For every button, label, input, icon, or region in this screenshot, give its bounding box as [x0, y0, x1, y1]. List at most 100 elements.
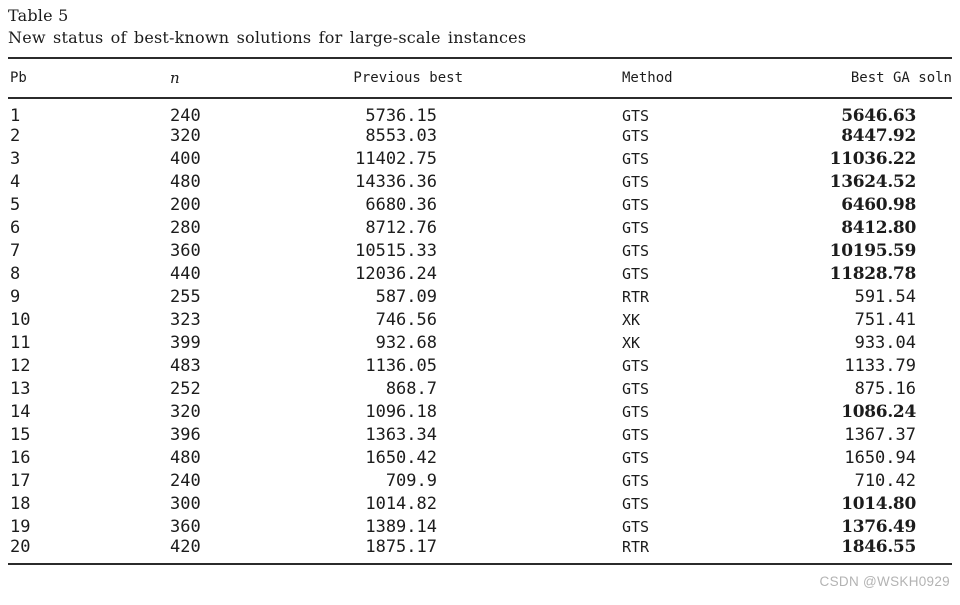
table-row: 7 360 10515.33 GTS 10195.59: [8, 240, 952, 263]
table-row: 2 320 8553.03 GTS 8447.92: [8, 125, 952, 148]
best-ga-soln-cell: 11828.78: [829, 264, 917, 284]
n-cell: 300: [170, 494, 201, 514]
method-cell: GTS: [622, 150, 650, 168]
method-cell: GTS: [622, 472, 650, 490]
column-header-n: n: [170, 58, 350, 99]
method-cell: GTS: [622, 449, 650, 467]
previous-best-cell: 868.7: [385, 379, 437, 399]
pb-cell: 18: [10, 494, 31, 514]
previous-best-cell: 1136.05: [365, 356, 437, 376]
previous-best-cell: 14336.36: [355, 172, 437, 192]
previous-best-cell: 10515.33: [355, 241, 437, 261]
method-cell: GTS: [622, 495, 650, 513]
previous-best-cell: 1096.18: [365, 402, 437, 422]
n-cell: 280: [170, 218, 201, 238]
best-ga-soln-cell: 875.16: [854, 379, 916, 399]
best-ga-soln-cell: 591.54: [854, 287, 916, 307]
previous-best-cell: 11402.75: [355, 149, 437, 169]
table-row: 1 240 5736.15 GTS 5646.63: [8, 98, 952, 125]
table-caption: New status of best-known solutions for l…: [8, 28, 527, 47]
pb-cell: 12: [10, 356, 31, 376]
table-header: Pb n Previous best Method Best GA soln: [8, 58, 952, 99]
best-ga-soln-cell: 751.41: [854, 310, 916, 330]
previous-best-cell: 8553.03: [365, 126, 437, 146]
table-row: 13 252 868.7 GTS 875.16: [8, 378, 952, 401]
pb-cell: 20: [10, 537, 31, 557]
previous-best-cell: 932.68: [375, 333, 437, 353]
csdn-watermark: CSDN @WSKH0929: [819, 574, 950, 589]
n-cell: 399: [170, 333, 201, 353]
best-ga-soln-cell: 11036.22: [829, 149, 917, 169]
column-header-method: Method: [463, 58, 763, 99]
method-cell: RTR: [622, 538, 650, 556]
best-ga-soln-cell: 1086.24: [841, 402, 916, 422]
previous-best-cell: 709.9: [385, 471, 437, 491]
method-cell: GTS: [622, 196, 650, 214]
pb-cell: 6: [10, 218, 21, 238]
table-row: 14 320 1096.18 GTS 1086.24: [8, 401, 952, 424]
method-cell: GTS: [622, 219, 650, 237]
table-row: 10 323 746.56 XK 751.41: [8, 309, 952, 332]
pb-cell: 7: [10, 241, 21, 261]
n-cell: 240: [170, 106, 201, 126]
table-row: 12 483 1136.05 GTS 1133.79: [8, 355, 952, 378]
pb-cell: 19: [10, 517, 31, 537]
n-cell: 400: [170, 149, 201, 169]
table-row: 6 280 8712.76 GTS 8412.80: [8, 217, 952, 240]
method-cell: GTS: [622, 357, 650, 375]
method-cell: GTS: [622, 242, 650, 260]
n-cell: 323: [170, 310, 201, 330]
n-cell: 252: [170, 379, 201, 399]
best-ga-soln-cell: 8412.80: [841, 218, 916, 238]
previous-best-cell: 1363.34: [365, 425, 437, 445]
column-header-pb: Pb: [8, 58, 170, 99]
n-cell: 440: [170, 264, 201, 284]
pb-cell: 2: [10, 126, 21, 146]
best-ga-soln-cell: 710.42: [854, 471, 916, 491]
method-cell: GTS: [622, 107, 650, 125]
table-row: 11 399 932.68 XK 933.04: [8, 332, 952, 355]
pb-cell: 17: [10, 471, 31, 491]
best-ga-soln-cell: 8447.92: [841, 126, 916, 146]
n-cell: 320: [170, 126, 201, 146]
previous-best-cell: 1650.42: [365, 448, 437, 468]
best-ga-soln-cell: 13624.52: [829, 172, 917, 192]
previous-best-cell: 1014.82: [365, 494, 437, 514]
n-cell: 420: [170, 537, 201, 557]
method-cell: GTS: [622, 518, 650, 536]
best-ga-soln-cell: 1846.55: [841, 537, 916, 557]
n-cell: 360: [170, 241, 201, 261]
best-ga-soln-cell: 5646.63: [841, 106, 916, 126]
pb-cell: 15: [10, 425, 31, 445]
method-cell: GTS: [622, 127, 650, 145]
method-cell: GTS: [622, 380, 650, 398]
method-cell: XK: [622, 334, 641, 352]
results-table: Pb n Previous best Method Best GA soln 1…: [8, 57, 952, 565]
best-ga-soln-cell: 933.04: [854, 333, 916, 353]
pb-cell: 11: [10, 333, 31, 353]
table-row: 3 400 11402.75 GTS 11036.22: [8, 148, 952, 171]
pb-cell: 14: [10, 402, 31, 422]
table-label: Table 5: [8, 6, 69, 25]
table-row: 5 200 6680.36 GTS 6460.98: [8, 194, 952, 217]
table-row: 8 440 12036.24 GTS 11828.78: [8, 263, 952, 286]
best-ga-soln-cell: 1376.49: [841, 517, 916, 537]
method-cell: XK: [622, 311, 641, 329]
table-row: 20 420 1875.17 RTR 1846.55: [8, 539, 952, 564]
previous-best-cell: 6680.36: [365, 195, 437, 215]
pb-cell: 8: [10, 264, 21, 284]
previous-best-cell: 746.56: [375, 310, 437, 330]
n-cell: 480: [170, 448, 201, 468]
table-row: 9 255 587.09 RTR 591.54: [8, 286, 952, 309]
n-cell: 320: [170, 402, 201, 422]
table-body: 1 240 5736.15 GTS 5646.63 2 320 8553.03 GTS 8447.…: [8, 98, 952, 564]
table-row: 19 360 1389.14 GTS 1376.49: [8, 516, 952, 539]
table-row: 16 480 1650.42 GTS 1650.94: [8, 447, 952, 470]
previous-best-cell: 1389.14: [365, 517, 437, 537]
method-cell: GTS: [622, 403, 650, 421]
pb-cell: 16: [10, 448, 31, 468]
method-cell: GTS: [622, 426, 650, 444]
previous-best-cell: 8712.76: [365, 218, 437, 238]
method-cell: RTR: [622, 288, 650, 306]
